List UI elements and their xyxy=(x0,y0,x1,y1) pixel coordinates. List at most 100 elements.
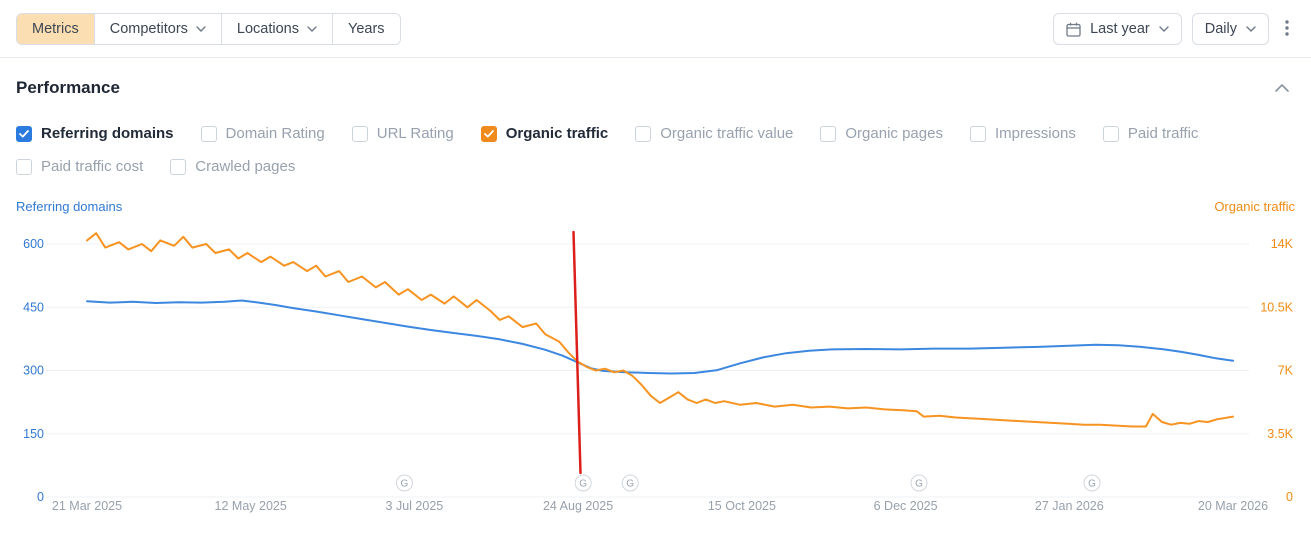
tab-locations[interactable]: Locations xyxy=(220,14,332,44)
google-update-marker[interactable] xyxy=(621,474,639,492)
chevron-up-icon xyxy=(1275,83,1289,92)
checkbox[interactable] xyxy=(1102,125,1119,142)
toolbar-divider xyxy=(0,57,1311,58)
checkbox[interactable] xyxy=(16,125,32,142)
google-update-glyph: G xyxy=(626,479,634,490)
right-axis-tick: 0 xyxy=(1286,490,1293,504)
tab-metrics[interactable]: Metrics xyxy=(17,14,94,44)
google-update-marker[interactable] xyxy=(1083,474,1101,492)
metric-checkbox-crawled-pages[interactable]: Crawled pages xyxy=(170,158,295,175)
toolbar-right: Last year Daily xyxy=(1053,13,1295,45)
tick-backing xyxy=(1249,489,1295,505)
right-axis-tick: 10.5K xyxy=(1260,300,1293,314)
calendar-icon xyxy=(1066,22,1081,37)
checkbox[interactable] xyxy=(16,158,32,175)
metric-checkbox-referring-domains[interactable]: Referring domains xyxy=(16,125,174,142)
tick-backing xyxy=(16,236,46,252)
check-icon xyxy=(483,129,494,137)
tick-backing xyxy=(1249,236,1295,252)
metric-checkbox-list: Referring domains Domain Rating URL Rati… xyxy=(0,111,1311,181)
left-axis-tick: 600 xyxy=(23,237,44,251)
tick-backing xyxy=(16,425,46,442)
checkbox[interactable] xyxy=(480,125,497,142)
chevron-down-icon xyxy=(1159,26,1169,32)
x-axis-date-label: 21 Mar 2025 xyxy=(52,499,122,513)
checkbox[interactable] xyxy=(351,125,368,142)
view-tabs: Metrics Competitors Locations Years xyxy=(16,13,401,45)
x-axis-date-label: 6 Dec 2025 xyxy=(874,499,938,513)
tick-backing xyxy=(16,489,46,505)
right-axis-title: Organic traffic xyxy=(1214,199,1295,214)
google-update-marker[interactable] xyxy=(395,474,413,492)
right-axis-tick: 14K xyxy=(1271,237,1294,251)
tab-years[interactable]: Years xyxy=(331,14,400,44)
x-axis-date-label: 12 May 2025 xyxy=(215,499,287,513)
collapse-section-button[interactable] xyxy=(1269,76,1295,99)
chevron-down-icon xyxy=(1246,26,1256,32)
metric-label: Paid traffic cost xyxy=(41,158,144,175)
checkbox[interactable] xyxy=(969,125,986,142)
tab-competitors[interactable]: Competitors xyxy=(93,14,221,44)
granularity-button[interactable]: Daily xyxy=(1191,13,1269,45)
x-axis-date-label: 15 Oct 2025 xyxy=(708,499,776,513)
performance-header: Performance xyxy=(0,58,1311,111)
x-axis-date-label: 27 Jan 2026 xyxy=(1035,499,1104,513)
metric-checkbox-url-rating[interactable]: URL Rating xyxy=(351,125,454,142)
more-options-button[interactable] xyxy=(1279,16,1295,43)
tick-backing xyxy=(1249,425,1295,442)
granularity-label: Daily xyxy=(1204,21,1237,37)
checkbox[interactable] xyxy=(170,158,187,175)
left-axis-title: Referring domains xyxy=(16,199,123,214)
google-update-marker[interactable] xyxy=(574,474,592,492)
tab-competitors-label: Competitors xyxy=(109,21,188,37)
right-axis-tick: 7K xyxy=(1278,364,1294,378)
right-axis-tick: 3.5K xyxy=(1267,427,1293,441)
kebab-menu-icon xyxy=(1285,19,1289,36)
performance-chart[interactable]: 0 0 150 3.5K 300 7K 450 10.5K 600 14K 21 Mar 2025 1… xyxy=(16,220,1295,532)
metric-label: Organic traffic value xyxy=(660,125,794,142)
google-update-glyph: G xyxy=(579,479,587,490)
x-axis-date-label: 20 Mar 2026 xyxy=(1198,499,1268,513)
metric-label: Organic pages xyxy=(845,125,943,142)
checkbox[interactable] xyxy=(820,125,837,142)
left-axis-tick: 300 xyxy=(23,364,44,378)
google-update-glyph: G xyxy=(915,479,923,490)
tick-backing xyxy=(1249,299,1295,316)
date-range-label: Last year xyxy=(1090,21,1150,37)
metric-checkbox-paid-traffic[interactable]: Paid traffic xyxy=(1102,125,1199,142)
organic-traffic-line xyxy=(86,232,1234,428)
chevron-down-icon xyxy=(307,26,317,32)
referring-domains-line xyxy=(86,299,1234,375)
section-title: Performance xyxy=(16,77,120,97)
date-range-button[interactable]: Last year xyxy=(1053,13,1182,45)
metric-checkbox-organic-pages[interactable]: Organic pages xyxy=(820,125,943,142)
tick-backing xyxy=(1249,362,1295,379)
checkbox[interactable] xyxy=(200,125,217,142)
left-axis-tick: 0 xyxy=(37,490,44,504)
metric-checkbox-organic-traffic-value[interactable]: Organic traffic value xyxy=(635,125,793,142)
tick-backing xyxy=(16,362,46,379)
metric-label: Referring domains xyxy=(41,125,174,142)
checkbox[interactable] xyxy=(635,125,652,142)
tab-years-label: Years xyxy=(347,21,385,37)
red-marker-line xyxy=(572,230,582,475)
metric-label: Paid traffic xyxy=(1127,125,1199,142)
google-update-glyph: G xyxy=(1088,479,1096,490)
metric-label: Organic traffic xyxy=(505,125,609,142)
tab-locations-label: Locations xyxy=(236,21,299,37)
metric-checkbox-domain-rating[interactable]: Domain Rating xyxy=(200,125,325,142)
top-toolbar: Metrics Competitors Locations Years Last… xyxy=(0,0,1311,57)
chevron-down-icon xyxy=(196,26,206,32)
google-update-glyph: G xyxy=(401,479,409,490)
metric-label: Domain Rating xyxy=(225,125,325,142)
metric-checkbox-paid-traffic-cost[interactable]: Paid traffic cost xyxy=(16,158,143,175)
x-axis-date-label: 24 Aug 2025 xyxy=(543,499,613,513)
google-update-marker[interactable] xyxy=(910,474,928,492)
metric-checkbox-organic-traffic[interactable]: Organic traffic xyxy=(480,125,609,142)
check-icon xyxy=(19,129,29,137)
tick-backing xyxy=(16,299,46,316)
x-axis-date-label: 3 Jul 2025 xyxy=(386,499,444,513)
metric-label: URL Rating xyxy=(376,125,454,142)
metric-checkbox-impressions[interactable]: Impressions xyxy=(969,125,1076,142)
chart-axis-titles: Referring domains Organic traffic xyxy=(0,181,1311,220)
